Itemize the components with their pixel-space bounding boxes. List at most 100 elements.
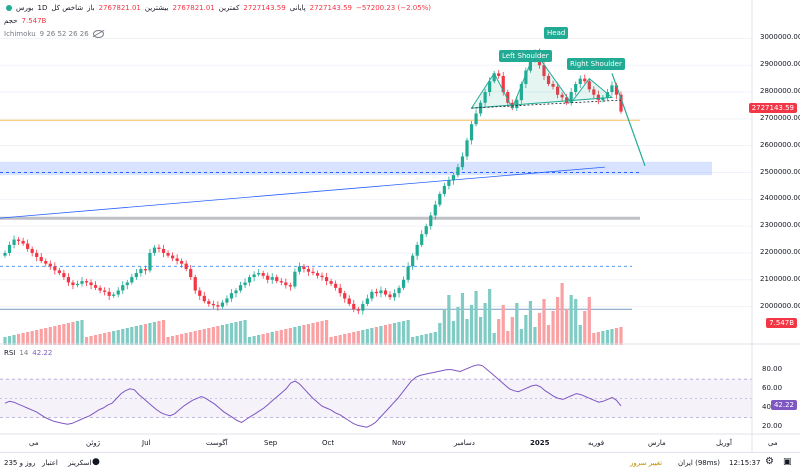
credit-button[interactable]: اعتبار — [42, 459, 58, 467]
volume-bar — [569, 295, 573, 345]
candle-body — [306, 269, 311, 272]
price-tick-label: 2400000.00 — [760, 194, 800, 203]
candle-body — [48, 263, 52, 267]
volume-bar — [148, 323, 152, 345]
volume-bar — [442, 309, 446, 345]
candle-body — [180, 261, 184, 264]
rsi-tick-label: 80.00 — [762, 364, 783, 373]
volume-bar — [252, 336, 256, 345]
candle-body — [139, 269, 143, 274]
volume-bar — [429, 333, 433, 345]
volume-bar — [555, 297, 560, 345]
price-tick-label: 2200000.00 — [760, 247, 800, 256]
volume-bar — [125, 328, 129, 345]
candle-body — [220, 302, 225, 307]
grid-layer — [0, 37, 752, 308]
candle-body — [614, 85, 619, 95]
low-value: 2727143.59 — [243, 4, 286, 12]
volume-bar — [492, 333, 496, 345]
symbol-legend[interactable]: بورس 1D شاخص کل باز 2767821.01 بیشترین 2… — [4, 4, 431, 12]
volume-bar — [26, 332, 30, 345]
volume-bar — [519, 329, 523, 345]
volume-bar — [460, 293, 465, 345]
rsi-pane — [0, 343, 800, 428]
volume-bar — [587, 297, 591, 345]
candle-body — [343, 293, 347, 299]
candle-body — [293, 271, 297, 287]
screener-icon[interactable]: ● — [92, 457, 100, 467]
open-value: 2767821.01 — [98, 4, 141, 12]
candle-body — [275, 277, 279, 282]
change-server-button[interactable]: تغییر سرور — [630, 459, 663, 467]
candle-body — [347, 298, 351, 304]
candle-body — [107, 291, 111, 296]
candle-body — [112, 294, 116, 296]
time-tick-label: Oct — [322, 439, 335, 447]
high-value: 2767821.01 — [172, 4, 215, 12]
time-tick-label: Nov — [392, 439, 406, 447]
price-tick-label: 2500000.00 — [760, 167, 800, 176]
candle-body — [334, 283, 338, 288]
volume-bar — [596, 332, 600, 345]
candle-body — [601, 97, 605, 101]
volume-label: حجم — [4, 17, 18, 25]
candle-body — [492, 73, 496, 82]
server-status[interactable]: ایران (98ms) — [678, 459, 720, 467]
volume-bar — [365, 329, 369, 345]
volume-bar — [284, 329, 288, 345]
last-price-label: 2727143.59 — [748, 103, 797, 113]
volume-bar — [619, 327, 623, 345]
volume-bar — [537, 313, 542, 345]
candle-body — [130, 277, 134, 283]
symbol-name[interactable]: شاخص کل — [51, 4, 84, 12]
candle-body — [161, 248, 166, 253]
volume-legend[interactable]: حجم 7.547B — [4, 17, 46, 25]
price-tick-label: 2600000.00 — [760, 140, 800, 149]
live-status-icon — [6, 5, 12, 11]
ichimoku-legend[interactable]: Ichimoku 9 26 52 26 26 — [4, 30, 104, 38]
candle-body — [415, 244, 419, 256]
screener-button[interactable]: اسکرینر — [68, 459, 92, 467]
candle-body — [84, 281, 89, 283]
maximize-icon[interactable]: ▣ — [783, 457, 792, 467]
candle-body — [501, 75, 505, 93]
volume-bar — [35, 330, 39, 345]
candle-body — [324, 277, 329, 282]
candle-body — [143, 269, 148, 271]
candle-body — [71, 282, 75, 286]
volume-bar — [161, 320, 166, 345]
candle-body — [411, 255, 415, 267]
candle-body — [288, 285, 292, 287]
candle-body — [93, 285, 98, 288]
volume-bar — [71, 322, 75, 345]
candle-body — [592, 89, 596, 95]
volume-bar — [121, 329, 125, 345]
volume-bar — [134, 326, 138, 345]
volume-value: 7.547B — [21, 17, 47, 25]
volume-bar — [438, 323, 442, 345]
hidden-eye-icon[interactable] — [92, 30, 104, 38]
candle-body — [352, 303, 356, 310]
price-tick-label: 2100000.00 — [760, 274, 800, 283]
volume-bar — [510, 317, 514, 345]
exchange-label: بورس — [16, 4, 34, 12]
volume-bar — [44, 328, 48, 345]
volume-bar — [157, 321, 161, 345]
rsi-legend[interactable]: RSI 14 42.22 — [4, 349, 52, 357]
volume-bar — [374, 327, 379, 345]
volume-bar — [7, 336, 12, 345]
candle-body — [605, 92, 610, 98]
volume-bar — [361, 330, 365, 345]
candle-body — [16, 239, 21, 241]
projection-line — [611, 73, 646, 166]
volume-bar — [297, 326, 302, 345]
rsi-tick-label: 60.00 — [762, 383, 783, 392]
candle-body — [587, 81, 591, 90]
volume-bar — [175, 335, 179, 345]
interval-label[interactable]: 1D — [37, 4, 48, 12]
candle-body — [170, 255, 175, 259]
candle-body — [207, 301, 211, 304]
settings-gear-icon[interactable]: ⚙ — [765, 456, 774, 467]
candle-body — [338, 287, 342, 294]
